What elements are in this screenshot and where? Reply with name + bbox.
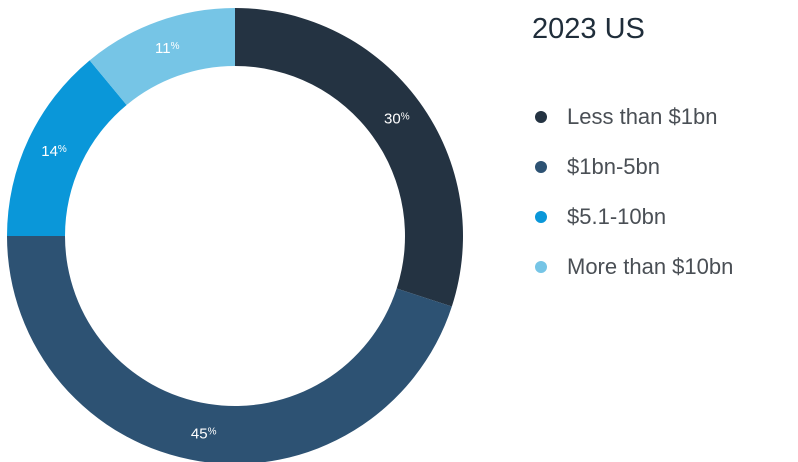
legend-label: $1bn-5bn	[567, 154, 660, 179]
legend-panel: 2023 US Less than $1bn $1bn-5bn $5.1-10b…	[532, 12, 794, 292]
legend-dot-icon	[535, 161, 547, 173]
donut-slice-1bn-5bn	[7, 236, 452, 462]
legend-label: More than $10bn	[567, 254, 734, 279]
legend-item-1bn-5bn: $1bn-5bn	[532, 142, 794, 192]
donut-slice-more-than-10bn	[89, 8, 235, 106]
slice-value-label: 30%	[384, 110, 410, 127]
legend-dot-icon	[535, 211, 547, 223]
donut-chart-svg: 30% 45% 14% 11%	[7, 8, 463, 462]
donut-chart: 30% 45% 14% 11%	[7, 8, 463, 462]
legend-item-more-than-10bn: More than $10bn	[532, 242, 794, 292]
legend-dot-icon	[535, 261, 547, 273]
slice-value-label: 45%	[191, 426, 217, 443]
legend-item-5-1-10bn: $5.1-10bn	[532, 192, 794, 242]
legend-label: Less than $1bn	[567, 104, 718, 129]
donut-slice-5-1-10bn	[7, 60, 127, 236]
chart-title: 2023 US	[532, 13, 645, 45]
legend: Less than $1bn $1bn-5bn $5.1-10bn More t…	[532, 92, 794, 292]
slice-value-label: 11%	[155, 40, 180, 57]
legend-item-less-than-1bn: Less than $1bn	[532, 92, 794, 142]
slice-value-label: 14%	[41, 143, 67, 160]
legend-label: $5.1-10bn	[567, 204, 667, 229]
donut-slice-less-than-1bn	[235, 8, 463, 307]
legend-dot-icon	[535, 111, 547, 123]
